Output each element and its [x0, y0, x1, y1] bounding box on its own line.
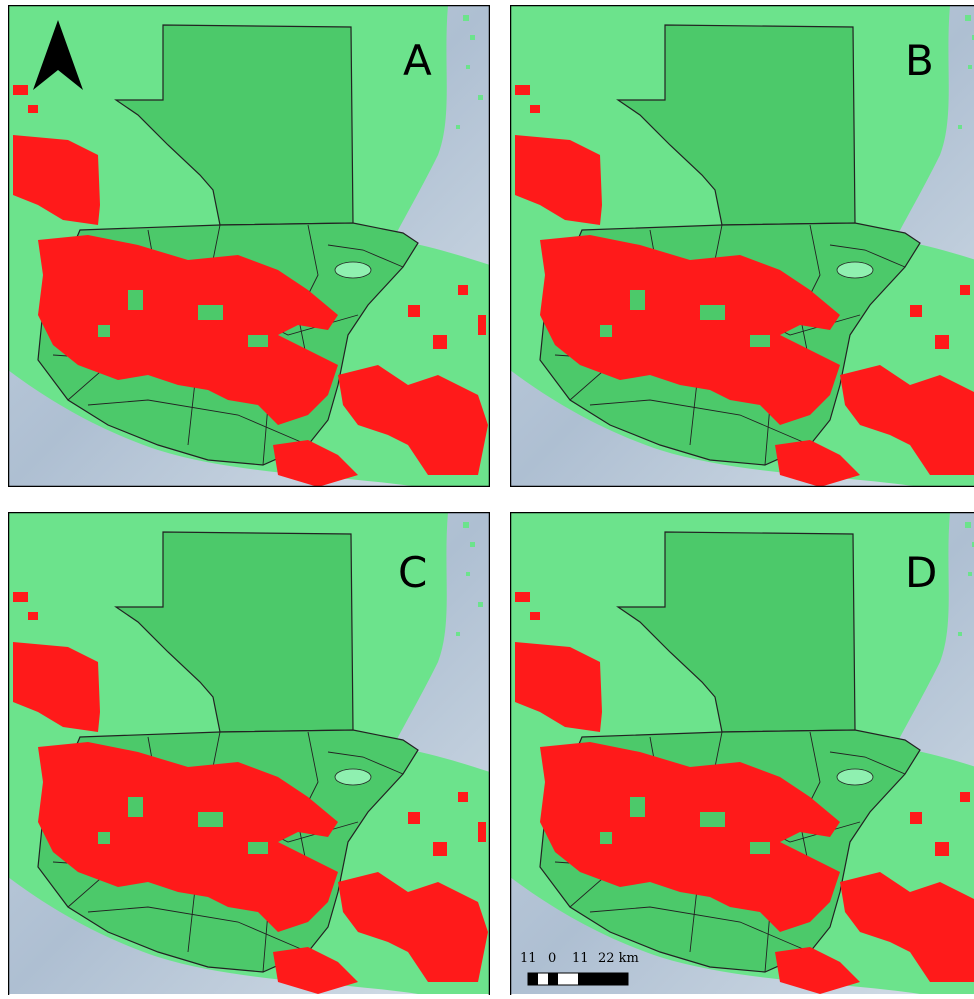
panel-label: D [905, 548, 937, 597]
scale-label: 22 km [598, 951, 639, 966]
panel-label: B [905, 36, 934, 85]
scale-label: 0 [548, 951, 556, 966]
scale-label: 11 [520, 951, 537, 966]
scale-label: 11 [572, 951, 589, 966]
panel-label: C [398, 548, 427, 597]
figure: A B C D 11 0 11 22 km [0, 0, 974, 995]
panel-label: A [403, 36, 432, 85]
map-panel: B [510, 5, 974, 487]
map-panel: D [510, 512, 974, 995]
map-panel: C [8, 512, 490, 995]
map-panel: A [8, 5, 490, 487]
